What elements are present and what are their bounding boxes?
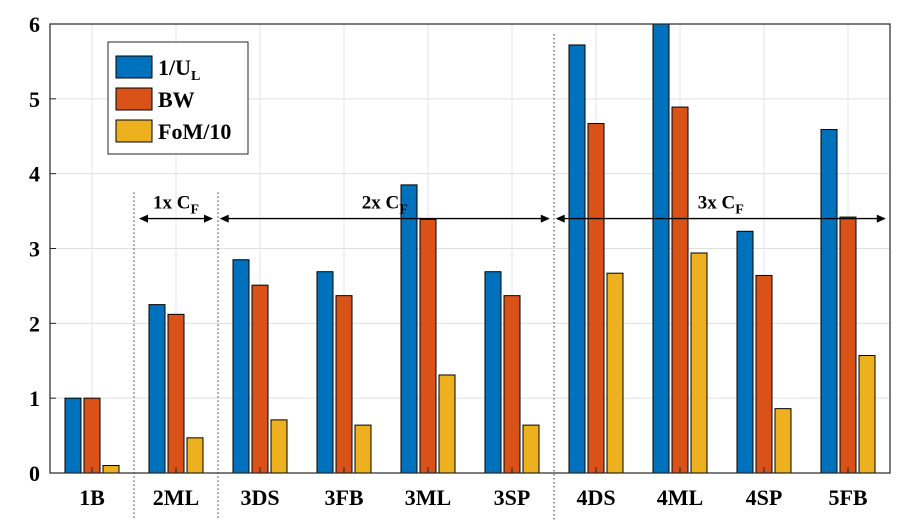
group-separators	[133, 34, 555, 520]
annotation-label-2: 3x CF	[698, 193, 744, 218]
bar-bw-1b	[83, 397, 101, 474]
annotation-label-2-subscript: F	[735, 203, 744, 218]
ytick-label-5: 5	[29, 87, 40, 112]
bar-bw-5fb	[839, 216, 857, 474]
bar-1-u-3ds	[232, 259, 250, 474]
bar-bw-4sp	[755, 274, 773, 474]
legend-swatch-2	[115, 119, 153, 143]
annotation-label-1-text: 2x C	[362, 193, 399, 214]
bar-fom-10-2ml	[186, 437, 204, 474]
bar-bw-4ml	[671, 106, 689, 474]
xtick-label-3FB: 3FB	[324, 485, 363, 510]
annotation-label-0: 1x CF	[153, 193, 199, 218]
legend: 1/UL BW FoM/10	[107, 41, 249, 155]
xtick-label-3ML: 3ML	[405, 485, 451, 510]
xtick-label-3SP: 3SP	[494, 485, 531, 510]
legend-swatch-1	[115, 87, 153, 111]
bar-fom-10-3fb	[354, 424, 372, 474]
annotation-label-1: 2x CF	[362, 193, 408, 218]
bar-1-u-3ml	[400, 184, 418, 474]
annotation-label-0-text: 1x C	[153, 193, 190, 214]
legend-entry-0-text: 1/U	[158, 55, 191, 80]
bar-fom-10-1b	[102, 465, 120, 474]
xtick-label-5FB: 5FB	[828, 485, 867, 510]
bar-fom-10-3ds	[270, 419, 288, 474]
xtick-label-4ML: 4ML	[657, 485, 703, 510]
annotations: 1x CF 2x CF 3x CF	[139, 193, 886, 223]
bar-fom-10-4sp	[774, 408, 792, 474]
legend-entry-0-subscript: L	[191, 69, 200, 84]
annotation-arrowhead-left	[555, 214, 565, 223]
annotation-label-1-subscript: F	[399, 203, 408, 218]
bar-fom-10-4ml	[690, 252, 708, 474]
ytick-label-3: 3	[29, 237, 40, 262]
bar-1-u-2ml	[148, 304, 166, 474]
annotation-label-0-subscript: F	[190, 203, 199, 218]
annotation-arrowhead-right	[540, 214, 550, 223]
bar-bw-3ml	[419, 218, 437, 474]
bar-1-u-3fb	[316, 271, 334, 474]
ytick-label-2: 2	[29, 311, 40, 336]
bar-1-u-4ml	[652, 23, 670, 474]
annotation-arrowhead-left	[219, 214, 229, 223]
bar-1-u-4ds	[568, 44, 586, 474]
bar-fom-10-5fb	[858, 355, 876, 474]
bar-1-u-1b	[64, 397, 82, 474]
bar-fom-10-3ml	[438, 374, 456, 474]
bar-1-u-5fb	[820, 129, 838, 474]
xtick-label-3DS: 3DS	[240, 485, 279, 510]
bar-bw-3fb	[335, 295, 353, 474]
bar-bw-3sp	[503, 295, 521, 474]
bar-bw-2ml	[167, 313, 185, 474]
legend-swatch-0	[115, 55, 153, 79]
bar-1-u-4sp	[736, 230, 754, 474]
annotation-arrowhead-right	[204, 214, 213, 223]
bar-fom-10-4ds	[606, 272, 624, 474]
legend-entry-1: BW	[158, 87, 195, 112]
xtick-label-4SP: 4SP	[746, 485, 783, 510]
legend-entry-2-text: FoM/10	[158, 119, 231, 144]
xtick-label-4DS: 4DS	[576, 485, 615, 510]
xtick-label-2ML: 2ML	[153, 485, 199, 510]
xtick-label-1B: 1B	[79, 485, 105, 510]
annotation-label-2-text: 3x C	[698, 193, 735, 214]
bars	[64, 23, 876, 474]
ytick-label-6: 6	[29, 12, 40, 37]
bar-fom-10-3sp	[522, 424, 540, 474]
legend-entry-0: 1/UL	[158, 55, 200, 84]
ytick-label-4: 4	[29, 162, 40, 187]
axis-ticks: 0 1 2 3 4 5 6 1B 2ML 3DS 3FB 3ML 3SP 4DS 4ML 4SP 5FB	[29, 12, 868, 510]
ytick-label-1: 1	[29, 386, 40, 411]
bar-bw-3ds	[251, 284, 269, 474]
annotation-arrowhead-left	[139, 214, 148, 223]
annotation-arrowhead-right	[876, 214, 886, 223]
ytick-label-0: 0	[29, 461, 40, 486]
bar-1-u-3sp	[484, 271, 502, 474]
legend-entry-2: FoM/10	[158, 119, 231, 144]
legend-entry-1-text: BW	[158, 87, 195, 112]
bar-bw-4ds	[587, 123, 605, 474]
